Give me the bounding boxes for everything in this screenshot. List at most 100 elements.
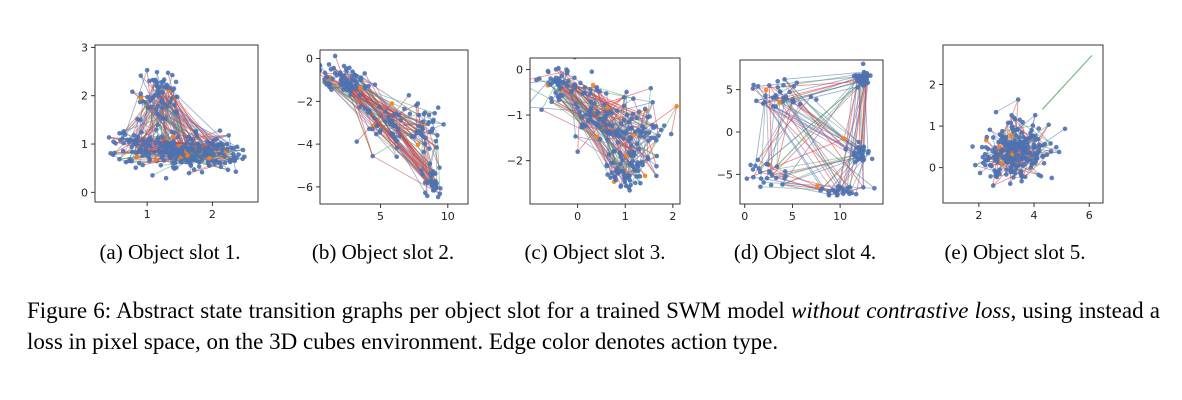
y-tick-label: −5: [717, 168, 733, 181]
state-node: [430, 183, 435, 188]
state-node: [185, 147, 191, 152]
state-node: [534, 77, 539, 83]
transition-edge: [161, 82, 212, 144]
caption-object-slot-5: (e) Object slot 5.: [944, 240, 1086, 264]
state-node: [157, 89, 162, 95]
x-tick-label: 5: [377, 210, 384, 223]
state-node: [773, 104, 779, 109]
x-tick-label: 2: [209, 208, 216, 221]
state-node: [377, 128, 383, 133]
state-node: [763, 87, 769, 93]
state-nodes: [744, 61, 877, 198]
state-node: [762, 99, 767, 105]
state-node: [861, 144, 867, 150]
figure-caption: Figure 6: Abstract state transition grap…: [27, 295, 1160, 357]
state-node: [163, 116, 168, 121]
state-node: [639, 129, 645, 134]
state-node: [320, 67, 323, 73]
state-node: [1035, 136, 1041, 142]
state-node: [794, 80, 800, 86]
state-node: [398, 117, 403, 123]
state-node: [841, 188, 847, 194]
state-node: [386, 114, 391, 120]
state-node: [612, 148, 617, 154]
state-node: [555, 94, 560, 99]
state-node: [421, 149, 427, 155]
state-node: [748, 162, 753, 168]
state-node: [1004, 172, 1009, 177]
state-node: [415, 101, 421, 106]
state-node: [435, 105, 441, 110]
state-node: [626, 126, 631, 131]
state-node: [1044, 152, 1050, 157]
state-node: [350, 77, 356, 83]
state-node: [650, 99, 655, 105]
state-node: [139, 146, 144, 151]
state-node: [582, 90, 588, 95]
y-tick-label: −6: [297, 181, 313, 194]
state-node: [787, 89, 792, 95]
state-node: [601, 102, 607, 108]
state-node: [1029, 157, 1035, 162]
transition-edge: [563, 82, 641, 184]
x-tick-label: 1: [622, 210, 629, 223]
transition-edge: [580, 82, 662, 131]
state-node: [362, 86, 367, 91]
state-node: [628, 182, 633, 188]
state-node: [579, 115, 585, 120]
state-node: [635, 168, 641, 174]
state-node: [129, 149, 135, 155]
state-node: [767, 169, 772, 174]
state-node: [994, 169, 1000, 175]
state-node: [843, 146, 849, 152]
state-node: [1012, 116, 1018, 122]
state-node: [170, 72, 175, 78]
state-node: [621, 103, 627, 109]
state-node: [983, 162, 988, 168]
plot-area: [106, 67, 247, 181]
state-node: [575, 105, 580, 110]
y-tick-label: 3: [81, 41, 88, 54]
state-node: [423, 141, 428, 146]
transition-edge: [766, 156, 862, 179]
state-node: [165, 70, 171, 76]
x-tick-label: 2: [669, 210, 676, 223]
state-node: [629, 116, 634, 122]
transition-edge: [346, 70, 361, 96]
transition-edge: [670, 106, 678, 135]
plot-object-slot-4: 0 5 10 5 0 −5: [717, 59, 884, 223]
state-node: [758, 176, 764, 181]
transition-edge: [858, 80, 864, 188]
state-node: [150, 173, 155, 178]
state-node: [751, 82, 756, 88]
state-node: [215, 142, 221, 147]
state-node: [420, 171, 426, 177]
state-node: [1004, 167, 1009, 173]
state-node: [174, 109, 180, 115]
transition-edge: [320, 74, 421, 132]
state-node: [524, 105, 529, 110]
caption-text-before: Abstract state transition graphs per obj…: [116, 298, 785, 323]
state-node: [225, 146, 230, 152]
figure-label: Figure 6:: [27, 298, 112, 323]
state-node: [167, 85, 173, 91]
state-node: [775, 85, 781, 90]
state-node: [624, 112, 630, 118]
state-node: [191, 157, 197, 162]
state-node: [572, 75, 577, 81]
transition-edge: [392, 125, 431, 165]
state-node: [860, 61, 866, 67]
state-node: [615, 170, 621, 176]
state-node: [354, 80, 359, 85]
state-node: [365, 108, 371, 114]
state-node: [861, 148, 867, 153]
state-node: [814, 97, 819, 102]
state-node: [539, 107, 544, 113]
state-node: [138, 117, 143, 123]
state-node: [437, 165, 442, 170]
state-node: [998, 150, 1004, 155]
transition-edge: [119, 92, 163, 160]
state-node: [207, 152, 213, 157]
state-node: [366, 126, 372, 132]
state-node: [639, 159, 645, 165]
